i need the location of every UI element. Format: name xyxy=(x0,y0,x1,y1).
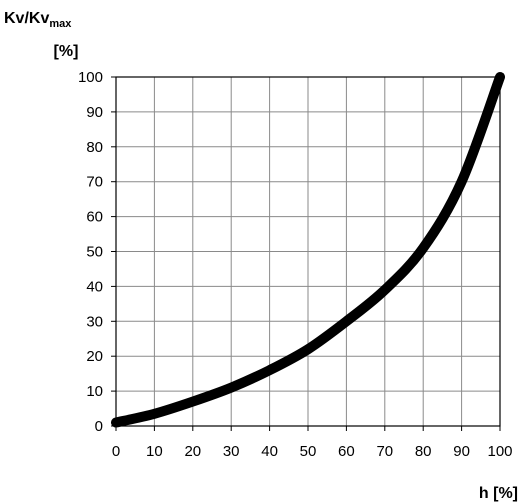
y-tick-label: 40 xyxy=(86,278,103,295)
y-tick-label: 30 xyxy=(86,313,103,330)
x-tick-label: 50 xyxy=(300,443,317,460)
x-tick-label: 80 xyxy=(415,443,432,460)
x-tick-label: 40 xyxy=(261,443,278,460)
y-tick-label: 50 xyxy=(86,244,103,261)
y-tick-label: 10 xyxy=(86,383,103,400)
y-tick-label: 80 xyxy=(86,139,103,156)
y-tick-label: 0 xyxy=(95,418,103,435)
y-axis-unit-label: [%] xyxy=(54,43,79,60)
series-line xyxy=(111,72,505,428)
x-tick-label: 100 xyxy=(487,443,512,460)
x-tick-label: 90 xyxy=(453,443,470,460)
curve-layer xyxy=(111,72,505,428)
y-tick-label: 70 xyxy=(86,174,103,191)
y-tick-label: 100 xyxy=(78,69,103,86)
x-tick-label: 10 xyxy=(146,443,163,460)
x-axis-label: h [%] xyxy=(479,485,518,502)
tick-layer: 0 10 20 30 40 50 60 70 80 90 100 0 10 20 30 40 50 60 70 80 9… xyxy=(78,69,513,460)
y-tick-label: 60 xyxy=(86,209,103,226)
x-tick-label: 20 xyxy=(184,443,201,460)
x-tick-label: 60 xyxy=(338,443,355,460)
x-tick-label: 0 xyxy=(112,443,120,460)
x-tick-label: 70 xyxy=(376,443,393,460)
x-tick-label: 30 xyxy=(223,443,240,460)
grid-layer xyxy=(115,76,501,427)
y-tick-label: 90 xyxy=(86,104,103,121)
y-tick-label: 20 xyxy=(86,348,103,365)
y-axis-label: Kv/Kvmax xyxy=(4,10,72,30)
